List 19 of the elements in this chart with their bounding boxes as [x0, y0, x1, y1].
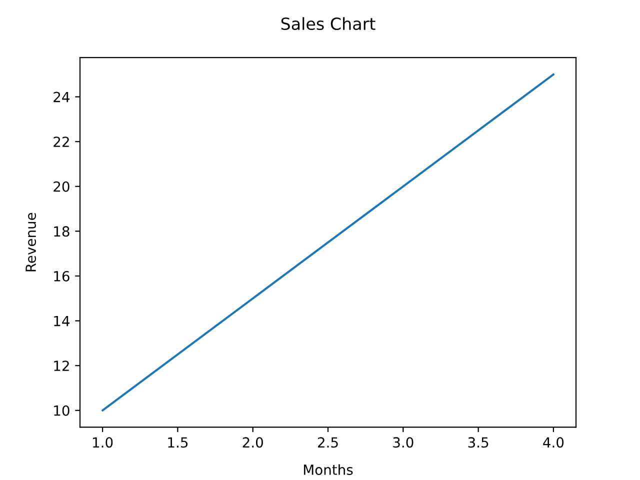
y-tick-label: 12: [54, 360, 69, 371]
x-tick-label: 2.0: [242, 437, 263, 448]
y-tick-label: 16: [54, 270, 70, 282]
y-tick-label: 14: [54, 316, 70, 326]
x-tick-label: 1.0: [93, 437, 113, 448]
y-tick-label: 24: [54, 92, 70, 102]
y-tick-label: 20: [54, 181, 70, 192]
x-axis-title: Months: [304, 464, 353, 476]
chart-title: Sales Chart: [281, 17, 376, 30]
y-axis-title: Revenue: [26, 212, 36, 272]
x-tick-label: 1.5: [168, 437, 188, 448]
x-tick-label: 2.5: [318, 437, 338, 448]
line-series: [102, 73, 554, 412]
x-tick-label: 3.5: [468, 437, 488, 448]
y-tick-label: 18: [54, 226, 70, 237]
y-tick-label: 22: [54, 136, 69, 147]
x-tick-label: 3.0: [393, 437, 414, 448]
x-tick-label: 4.0: [543, 437, 564, 448]
y-tick-label: 10: [54, 405, 70, 416]
